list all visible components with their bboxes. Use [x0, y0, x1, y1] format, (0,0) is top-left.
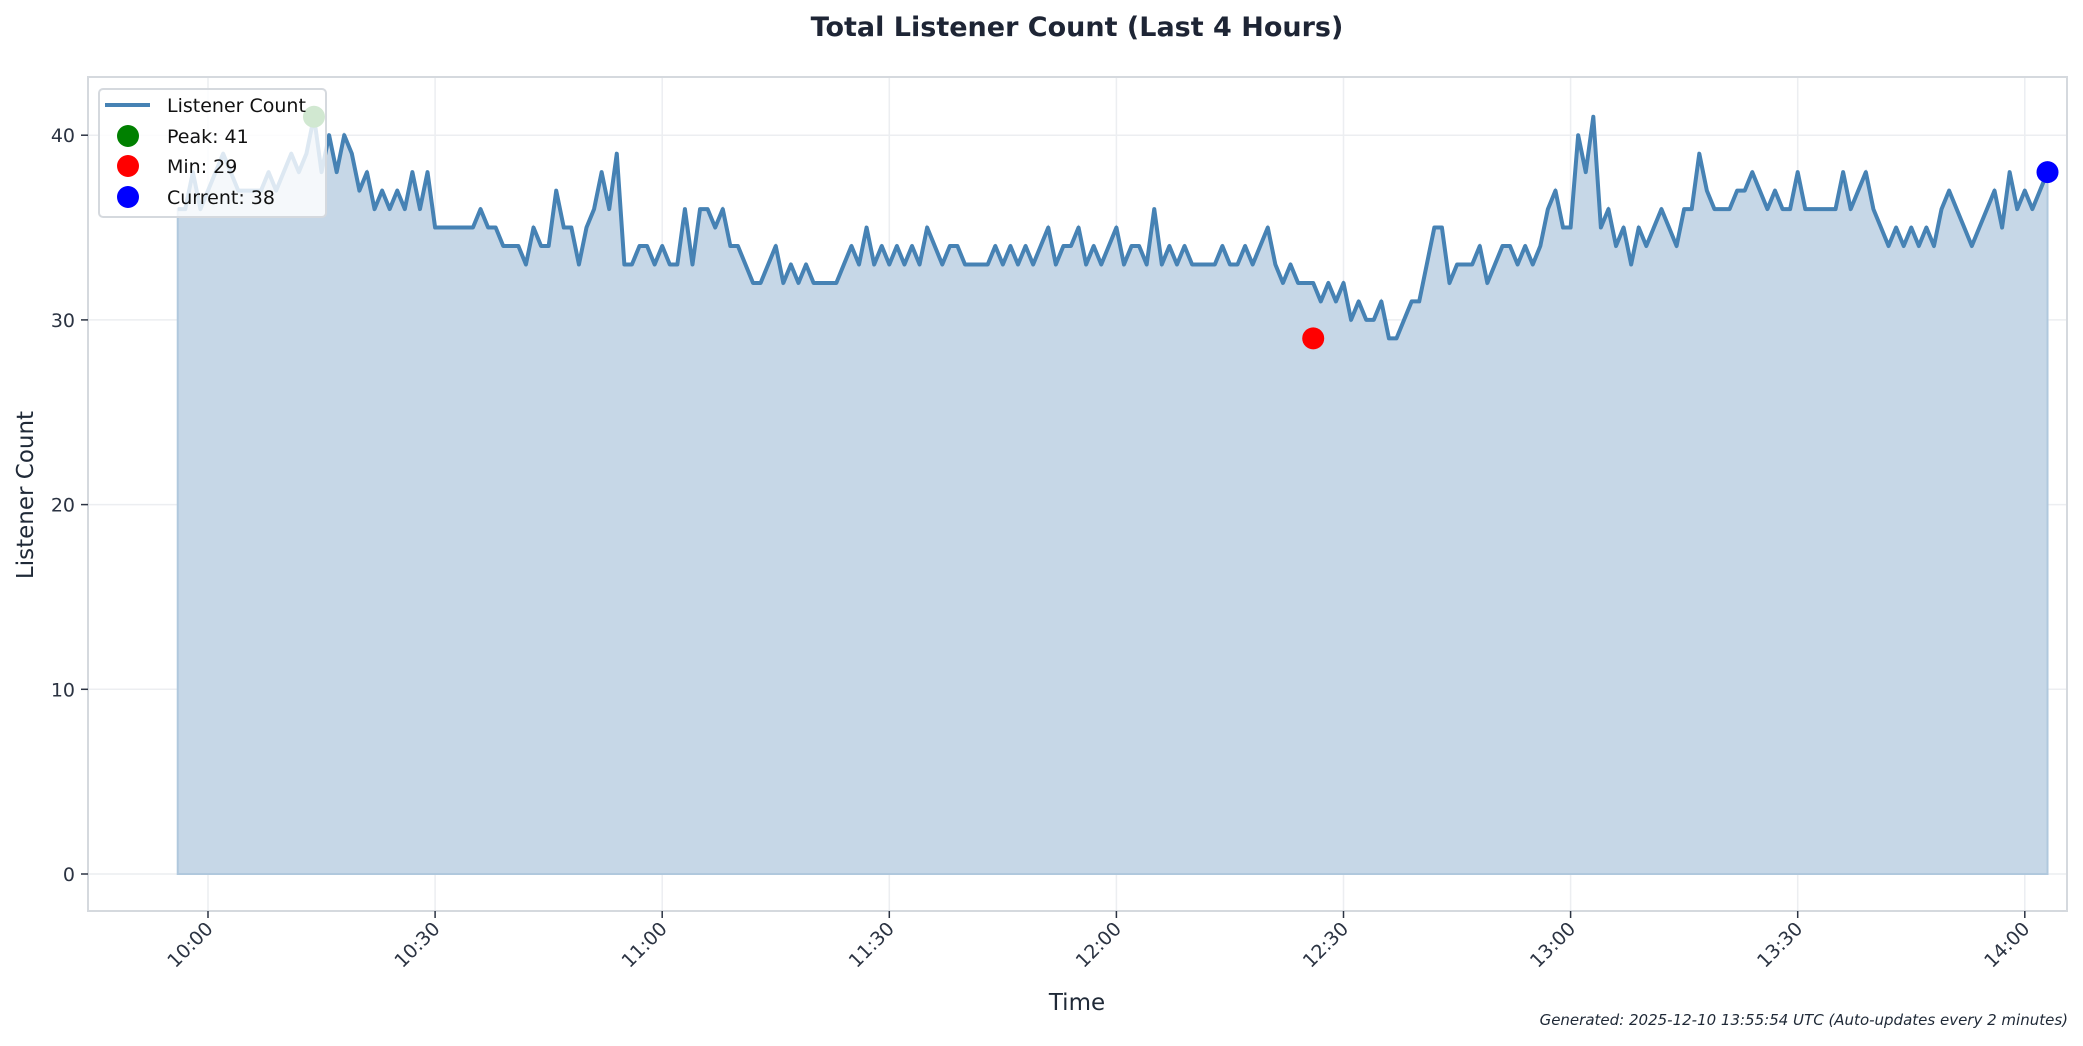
- legend-box: [98, 88, 327, 218]
- x-tick-label: 14:00: [1980, 918, 2034, 972]
- y-tick-label: 10: [51, 679, 75, 701]
- plot-frame: [87, 76, 2068, 912]
- y-tick-label: 20: [51, 495, 75, 517]
- y-tick-label: 40: [51, 125, 75, 147]
- listener-count-line: [177, 114, 2050, 341]
- x-tick-label: 12:00: [1072, 918, 1126, 972]
- listener-count-area: [176, 116, 2049, 875]
- legend-current-dot-icon: [117, 186, 139, 208]
- min-marker: [1302, 327, 1325, 350]
- x-tick-label: 12:30: [1299, 918, 1353, 972]
- y-axis-label: Listener Count: [13, 411, 39, 579]
- legend-min-dot-icon: [117, 155, 139, 177]
- legend: Listener Count Peak: 41 Min: 29 Current:…: [98, 88, 327, 218]
- y-tick-label: 30: [51, 310, 75, 332]
- y-tick-label: 0: [63, 864, 75, 886]
- generated-timestamp: Generated: 2025-12-10 13:55:54 UTC (Auto…: [1540, 1011, 2068, 1029]
- current-marker: [2036, 161, 2059, 184]
- x-tick-label: 10:30: [390, 918, 444, 972]
- x-tick-label: 13:30: [1753, 918, 1807, 972]
- x-tick-label: 10:00: [163, 918, 217, 972]
- x-axis: 10:00 10:30 11:00 11:30 12:00 12:30 13:00 13:30…: [163, 911, 2034, 972]
- legend-item-listener-count: Listener Count: [167, 95, 306, 117]
- x-tick-label: 11:30: [845, 918, 899, 972]
- legend-item-current: Current: 38: [167, 187, 275, 209]
- y-axis: 0 10 20 30 40: [51, 125, 88, 886]
- legend-peak-dot-icon: [117, 125, 139, 147]
- x-tick-label: 13:00: [1526, 918, 1580, 972]
- legend-item-peak: Peak: 41: [167, 126, 249, 148]
- legend-item-min: Min: 29: [167, 156, 237, 178]
- x-tick-label: 11:00: [617, 918, 671, 972]
- x-axis-label: Time: [1048, 990, 1105, 1016]
- chart-title: Total Listener Count (Last 4 Hours): [811, 12, 1344, 43]
